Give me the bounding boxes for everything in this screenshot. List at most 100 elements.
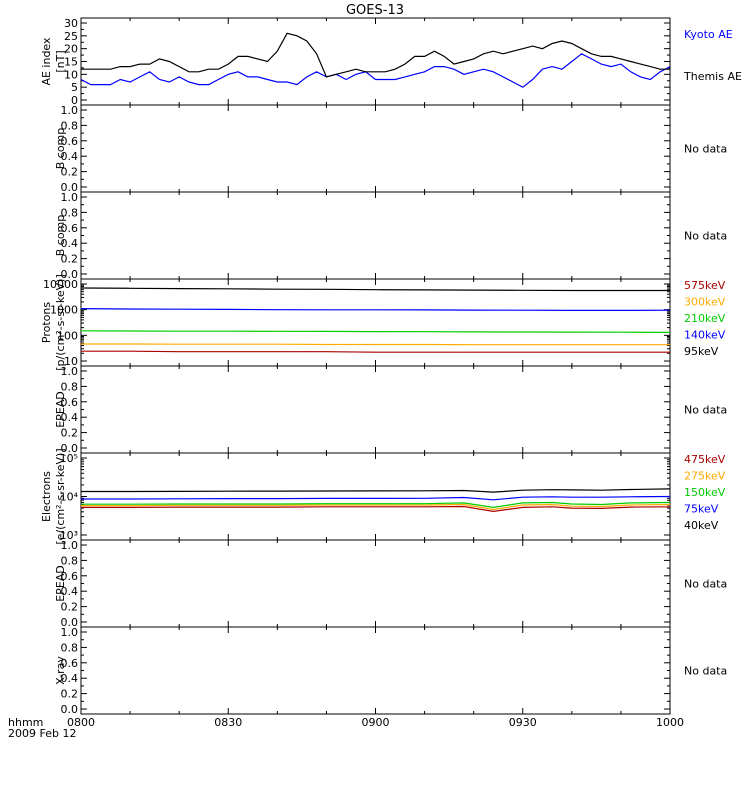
- y-axis-label: AE index: [40, 37, 53, 86]
- y-tick-label: 30: [64, 17, 78, 30]
- y-tick-label: 10⁴: [60, 491, 79, 504]
- y-tick-label: 20: [64, 43, 78, 56]
- panel-2-frame: [80, 104, 671, 193]
- y-axis-label: Protons: [40, 302, 53, 343]
- y-tick-label: 10: [64, 68, 78, 81]
- series-line: [81, 343, 670, 346]
- legend-entry: 150keV: [684, 486, 726, 499]
- y-tick-label: 15: [64, 56, 78, 69]
- y-axis-label: EPEAD: [54, 391, 67, 428]
- y-tick-label: 1.0: [61, 191, 79, 204]
- legend-entry: 300keV: [684, 296, 726, 309]
- y-tick-label: 100: [57, 329, 78, 342]
- legend-entry: Themis AE: [683, 70, 742, 83]
- y-tick-label: 0.6: [61, 657, 79, 670]
- y-axis-label: [nT]: [54, 50, 67, 72]
- y-tick-label: 0: [71, 94, 78, 107]
- y-tick-label: 10: [64, 355, 78, 368]
- y-tick-label: 0.8: [61, 641, 79, 654]
- panel-4-frame: [80, 278, 671, 367]
- panel-8-frame: [80, 626, 671, 715]
- no-data-label: No data: [684, 143, 727, 156]
- y-tick-label: 0.6: [61, 222, 79, 235]
- x-tick-label: 1000: [656, 716, 684, 729]
- legend-entry: 95keV: [684, 345, 719, 358]
- y-tick-label: 0.8: [61, 554, 79, 567]
- panel-7-frame: [80, 539, 671, 628]
- y-axis-label: [e/(cm²-s-sr-keV)]: [54, 448, 67, 544]
- y-axis-label: Electrons: [40, 471, 53, 522]
- legend-entry: 40keV: [684, 519, 719, 532]
- y-tick-label: 0.4: [61, 585, 79, 598]
- y-tick-label: 0.6: [61, 135, 79, 148]
- series-line: [81, 350, 670, 353]
- panel-3-frame: [80, 191, 671, 280]
- time-axis-label: hhmm: [8, 716, 43, 729]
- y-tick-label: 0.2: [61, 601, 79, 614]
- y-tick-label: 0.4: [61, 411, 79, 424]
- date-label: 2009 Feb 12: [8, 727, 76, 740]
- y-tick-label: 5: [71, 81, 78, 94]
- series-line: [81, 503, 671, 511]
- no-data-label: No data: [684, 404, 727, 417]
- series-line: [80, 53, 671, 88]
- y-tick-label: 1.0: [61, 626, 79, 639]
- y-tick-label: 0.4: [61, 672, 79, 685]
- y-axis-label: [p/(cm²-s-sr-keV)]: [54, 274, 67, 371]
- no-data-label: No data: [684, 230, 727, 243]
- y-tick-label: 0.4: [61, 237, 79, 250]
- y-tick-label: 10⁵: [60, 452, 78, 465]
- y-axis-label: B comp: [54, 128, 67, 170]
- y-tick-label: 0.2: [61, 166, 79, 179]
- y-tick-label: 0.6: [61, 396, 79, 409]
- series-line: [81, 505, 671, 513]
- series-line: [81, 501, 671, 509]
- series-line: [80, 330, 671, 333]
- y-tick-label: 0.0: [61, 703, 79, 716]
- y-tick-label: 0.0: [61, 268, 79, 281]
- series-line: [81, 32, 670, 78]
- legend-entry: 275keV: [684, 470, 726, 483]
- y-axis-label: B comp: [54, 215, 67, 257]
- legend-entry: 140keV: [684, 329, 726, 342]
- y-tick-label: 0.0: [61, 616, 79, 629]
- legend-entry: Kyoto AE: [684, 28, 733, 41]
- y-tick-label: 1.0: [61, 104, 79, 117]
- series-line: [80, 287, 670, 292]
- x-tick-label: 0800: [67, 716, 95, 729]
- no-data-label: No data: [684, 665, 727, 678]
- y-axis-label: X-ray: [54, 656, 67, 685]
- x-tick-label: 0900: [362, 716, 390, 729]
- x-tick-label: 0830: [214, 716, 242, 729]
- y-tick-label: 0.2: [61, 688, 79, 701]
- y-tick-label: 0.4: [61, 150, 79, 163]
- y-tick-label: 0.8: [61, 119, 79, 132]
- legend-entry: 75keV: [684, 503, 719, 516]
- y-tick-label: 1.0: [61, 365, 79, 378]
- y-tick-label: 0.0: [61, 181, 79, 194]
- y-tick-label: 0.2: [61, 427, 79, 440]
- y-tick-label: 0.2: [61, 253, 79, 266]
- y-tick-label: 0.6: [61, 570, 79, 583]
- y-tick-label: 25: [64, 30, 78, 43]
- legend-entry: 210keV: [684, 312, 726, 325]
- y-tick-label: 0.0: [61, 442, 79, 455]
- series-line: [81, 495, 671, 501]
- y-tick-label: 0.8: [61, 206, 79, 219]
- legend-entry: 475keV: [684, 453, 726, 466]
- no-data-label: No data: [684, 578, 727, 591]
- y-tick-label: 1000: [50, 304, 78, 317]
- plot-title: GOES-13: [346, 3, 404, 18]
- x-tick-label: 0930: [509, 716, 537, 729]
- y-tick-label: 10³: [60, 529, 78, 542]
- panel-6-frame: [80, 452, 671, 541]
- y-tick-label: 1.0: [61, 539, 79, 552]
- series-line: [80, 308, 671, 311]
- series-line: [81, 488, 671, 493]
- y-axis-label: EPEAD: [54, 565, 67, 602]
- y-tick-label: 10000: [43, 278, 78, 291]
- y-tick-label: 0.8: [61, 380, 79, 393]
- legend-entry: 575keV: [684, 279, 726, 292]
